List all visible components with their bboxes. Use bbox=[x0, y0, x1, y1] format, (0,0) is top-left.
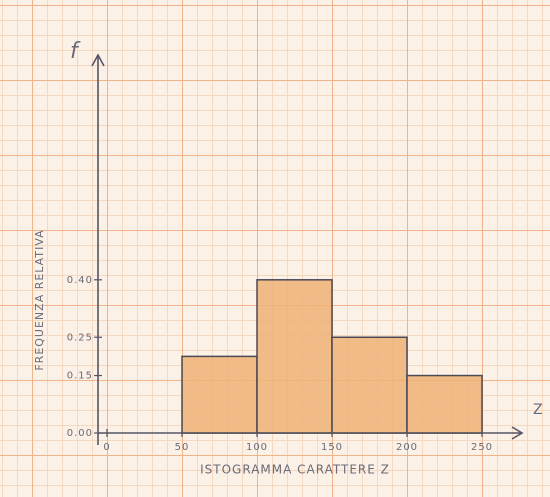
y-axis-title: FREQUENZA RELATIVA bbox=[33, 229, 46, 370]
x-tick-label: 200 bbox=[396, 442, 418, 453]
bar bbox=[182, 356, 257, 433]
bar bbox=[407, 376, 482, 433]
y-axis-letter: f bbox=[70, 39, 81, 64]
y-tick-label: 0.00 bbox=[67, 428, 93, 439]
x-tick-label: 0 bbox=[103, 442, 110, 453]
y-tick-label: 0.40 bbox=[67, 275, 93, 286]
x-tick-label: 150 bbox=[321, 442, 343, 453]
x-tick-label: 250 bbox=[471, 442, 493, 453]
y-tick-label: 0.15 bbox=[67, 371, 93, 382]
bar bbox=[257, 280, 332, 433]
y-tick-label: 0.25 bbox=[67, 332, 93, 343]
x-tick-label: 100 bbox=[246, 442, 268, 453]
bar bbox=[332, 337, 407, 433]
chart: f Z ISTOGRAMMA CARATTERE Z FREQUENZA REL… bbox=[0, 0, 550, 497]
x-axis-letter: Z bbox=[533, 402, 544, 418]
x-tick-label: 50 bbox=[175, 442, 190, 453]
x-axis-title: ISTOGRAMMA CARATTERE Z bbox=[200, 463, 390, 477]
page: f Z ISTOGRAMMA CARATTERE Z FREQUENZA REL… bbox=[0, 0, 550, 497]
